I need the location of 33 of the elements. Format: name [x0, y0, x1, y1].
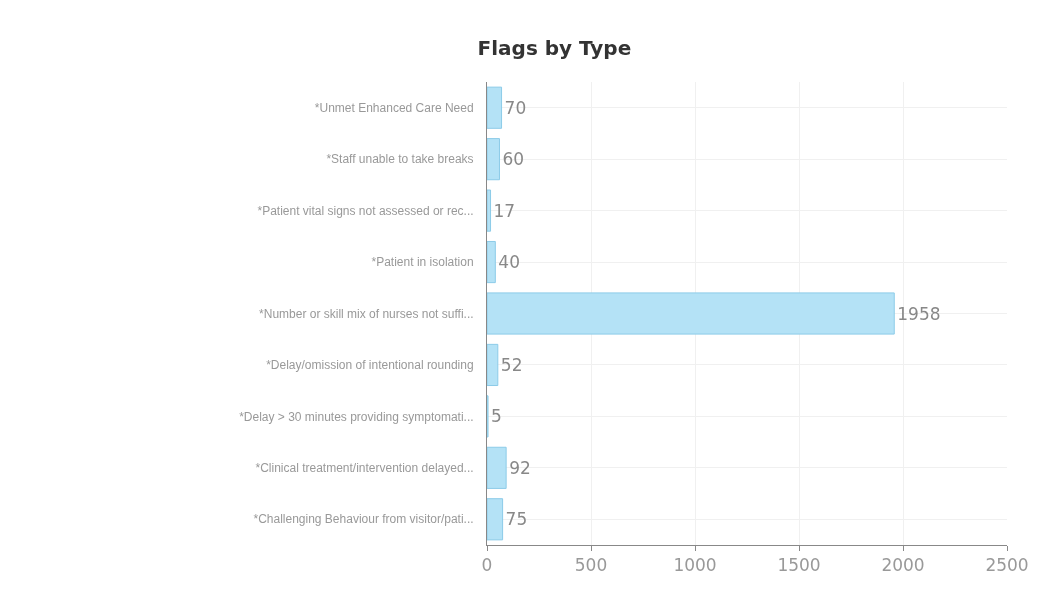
y-tick-label: *Delay > 30 minutes providing symptomati...: [239, 409, 474, 424]
data-label: 60: [502, 149, 525, 170]
bar: [487, 292, 895, 335]
x-tick-label: 2000: [881, 555, 925, 576]
data-label: 70: [504, 97, 527, 118]
data-label: 52: [500, 354, 523, 375]
data-label: 75: [505, 509, 528, 530]
data-label: 92: [509, 457, 531, 478]
y-tick-label: *Delay/omission of intentional rounding: [266, 358, 474, 373]
x-tick-label: 500: [574, 555, 608, 576]
y-tick-label: *Clinical treatment/intervention delayed...: [255, 461, 474, 476]
x-tick-label: 1000: [673, 555, 717, 576]
data-label: 5: [491, 406, 502, 427]
bar: [487, 446, 507, 489]
y-tick-label: *Patient vital signs not assessed or rec...: [257, 203, 474, 218]
bar: [487, 240, 496, 284]
y-tick-label: *Patient in isolation: [371, 255, 474, 270]
y-tick-label: *Number or skill mix of nurses not suffi...: [259, 306, 474, 321]
x-tick-label: 2500: [985, 555, 1029, 576]
chart-title: Flags by Type: [477, 36, 632, 61]
x-tick-label: 0: [481, 555, 493, 576]
data-label: 17: [493, 200, 516, 221]
y-tick-label: *Challenging Behaviour from visitor/pati...: [253, 512, 474, 527]
bar: [487, 343, 499, 387]
bar: [487, 498, 504, 541]
data-label: 40: [498, 252, 520, 273]
x-tick-label: 1500: [777, 555, 821, 576]
y-tick-label: *Unmet Enhanced Care Need: [314, 100, 474, 115]
bar: [487, 86, 503, 129]
bar: [487, 138, 500, 181]
bar: [487, 189, 492, 232]
data-label: 1958: [897, 303, 941, 324]
y-tick-label: *Staff unable to take breaks: [326, 152, 474, 167]
